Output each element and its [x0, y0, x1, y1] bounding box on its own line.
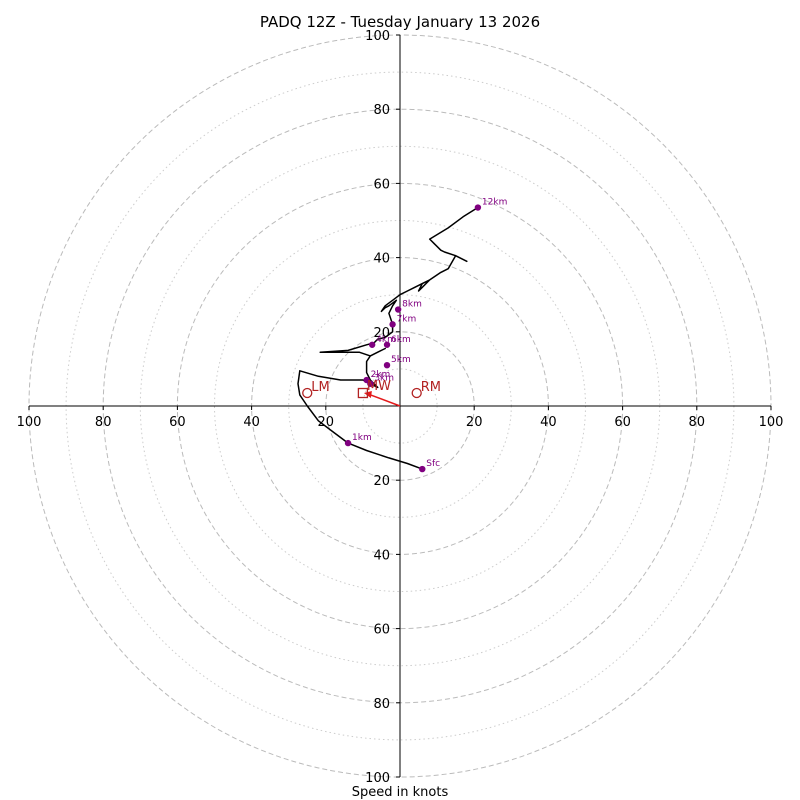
y-tick-label: 80	[373, 697, 390, 712]
tick-labels: 100 80 60 40 20 20 40 60 80 100100806040202040608…	[17, 29, 784, 786]
y-tick-label: 40	[373, 252, 390, 267]
x-tick-label: 80	[689, 415, 706, 430]
storm-motion-marker	[302, 387, 313, 399]
height-marker-label: 6km	[391, 335, 411, 345]
height-marker-dot	[419, 465, 426, 473]
x-tick-label: 60	[614, 415, 631, 430]
x-axis-label: Speed in knots	[352, 785, 449, 800]
y-tick-label: 100	[365, 29, 390, 44]
height-marker-label: 7km	[397, 314, 417, 324]
height-marker-label: 1km	[352, 433, 372, 443]
storm-motion-label: LM	[311, 380, 329, 395]
height-marker-dot	[394, 306, 402, 313]
y-tick-label: 60	[373, 177, 390, 192]
x-tick-label: 100	[17, 415, 42, 430]
x-tick-label: 20	[466, 415, 483, 430]
height-marker-label: 2km	[371, 370, 391, 380]
height-marker-dot	[368, 341, 376, 348]
y-tick-label: 40	[373, 548, 390, 563]
y-tick-label: 20	[373, 474, 390, 489]
storm-motions: RM LM MW	[302, 379, 441, 399]
mean-wind-label: MW	[367, 379, 391, 394]
shear-vector-line	[370, 394, 401, 407]
height-marker-dot	[344, 439, 352, 447]
storm-motion-marker	[411, 387, 422, 399]
height-marker-dot	[367, 380, 374, 387]
x-tick-label: 40	[540, 415, 557, 430]
height-marker-dot	[383, 341, 391, 348]
height-marker-dot	[383, 361, 391, 369]
height-marker-label: 5km	[391, 355, 411, 365]
x-tick-label: 100	[759, 415, 784, 430]
wind-profile-line	[297, 206, 479, 470]
y-tick-label: 60	[373, 623, 390, 638]
height-marker-label: 4km	[376, 335, 396, 345]
height-marker-label: 8km	[402, 300, 422, 310]
height-marker-dot	[389, 321, 396, 328]
x-tick-label: 20	[318, 415, 335, 430]
mean-wind-marker	[357, 387, 369, 399]
x-tick-label: 80	[95, 415, 112, 430]
height-marker-label: 3km	[374, 374, 394, 384]
chart-title: PADQ 12Z - Tuesday January 13 2026	[260, 13, 540, 31]
x-tick-label: 60	[169, 415, 186, 430]
x-tick-label: 40	[243, 415, 260, 430]
y-tick-label: 100	[365, 771, 390, 786]
height-marker-label: Sfc	[426, 459, 440, 469]
y-tick-label: 80	[373, 103, 390, 118]
storm-motion-label: RM	[421, 380, 441, 395]
height-marker-label: 12km	[482, 198, 507, 208]
height-marker-dot	[474, 204, 482, 211]
